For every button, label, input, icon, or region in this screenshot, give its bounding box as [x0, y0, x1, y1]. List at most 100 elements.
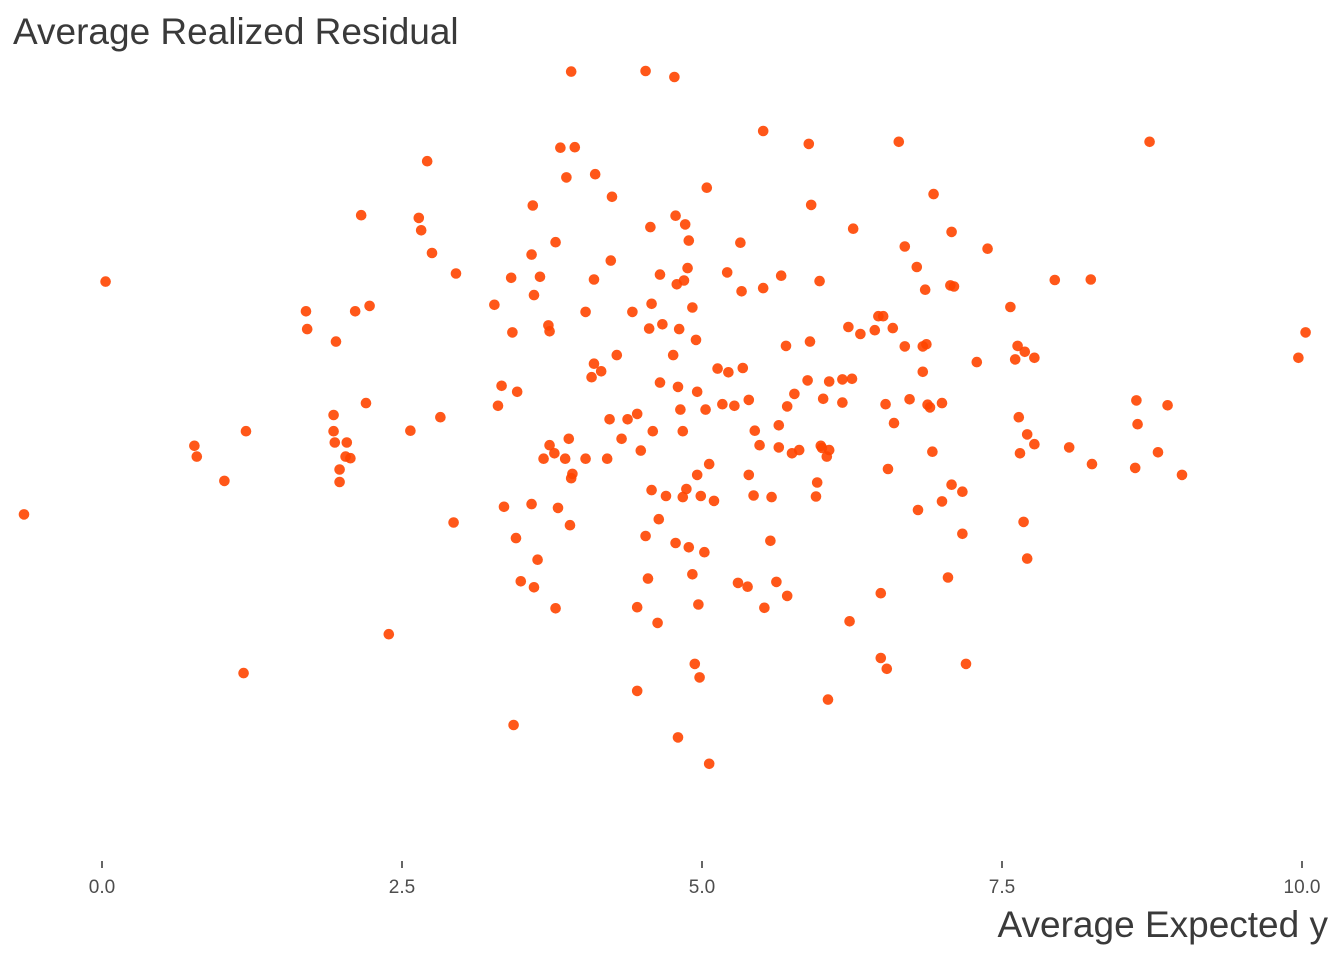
data-point [748, 490, 759, 501]
data-point [549, 448, 560, 459]
data-point [415, 225, 427, 236]
data-point [924, 402, 936, 413]
x-tick-label: 10.0 [1284, 877, 1321, 898]
data-point [811, 477, 823, 488]
data-point [563, 433, 575, 445]
data-point [742, 581, 753, 592]
data-point [550, 603, 561, 614]
data-point [682, 262, 693, 274]
data-point [631, 601, 643, 613]
data-point [1018, 516, 1029, 528]
data-point [691, 386, 703, 398]
data-point [448, 517, 459, 528]
data-point [699, 546, 710, 558]
data-point [1086, 458, 1098, 470]
data-point [654, 377, 666, 388]
data-point [936, 496, 948, 507]
data-point [580, 453, 591, 465]
data-point [971, 356, 983, 368]
data-point [899, 341, 911, 352]
data-point [1029, 438, 1040, 450]
data-point [672, 381, 684, 393]
data-point [334, 476, 345, 488]
data-point [757, 125, 769, 137]
data-point [919, 284, 931, 296]
data-point [881, 663, 893, 675]
data-point [946, 479, 957, 491]
chart-title: Average Realized Residual [13, 11, 459, 52]
data-point [586, 371, 597, 383]
data-point [527, 200, 539, 211]
data-point [703, 458, 715, 470]
data-point [1049, 274, 1061, 286]
data-point [732, 577, 744, 589]
data-point [672, 732, 684, 743]
data-point [789, 388, 800, 400]
data-point [982, 243, 993, 254]
data-point [526, 249, 537, 260]
data-point [675, 404, 686, 415]
data-point [773, 442, 785, 453]
data-point [673, 323, 685, 335]
data-point [690, 334, 702, 346]
data-point [765, 535, 776, 547]
data-point [505, 272, 517, 284]
data-point [679, 219, 691, 230]
data-point [640, 530, 651, 542]
x-tick-label: 2.5 [389, 877, 415, 898]
data-point [817, 393, 829, 405]
data-point [653, 513, 665, 525]
data-point [936, 397, 948, 409]
data-point [917, 341, 929, 352]
data-point [507, 327, 518, 338]
data-point [689, 658, 701, 670]
data-point [681, 483, 692, 495]
data-point [1132, 418, 1143, 430]
data-point [515, 576, 527, 587]
data-point [1131, 395, 1142, 406]
data-point [341, 437, 353, 448]
data-point [364, 300, 375, 312]
data-point [712, 363, 723, 374]
data-point [588, 358, 600, 370]
data-point [743, 469, 755, 481]
data-point [805, 199, 817, 211]
data-point [511, 386, 523, 398]
data-point [642, 573, 654, 584]
data-point [1144, 136, 1155, 148]
data-point [837, 397, 848, 408]
data-point [810, 491, 822, 502]
data-point [869, 324, 881, 336]
data-point [960, 658, 972, 670]
data-point [814, 275, 825, 287]
data-point [589, 168, 601, 180]
data-point [687, 302, 698, 313]
data-point [660, 490, 672, 502]
data-point [555, 142, 566, 153]
data-point [219, 475, 230, 487]
x-tick-label: 0.0 [89, 877, 115, 898]
x-axis-title: Average Expected y [998, 904, 1329, 945]
data-point [843, 321, 854, 333]
data-point [1063, 442, 1075, 453]
data-point [544, 439, 555, 451]
data-point [643, 323, 655, 334]
data-point [635, 445, 647, 456]
data-point [360, 397, 372, 409]
data-point [526, 498, 537, 510]
data-point [426, 247, 438, 259]
data-point [561, 172, 572, 183]
data-point [893, 136, 905, 148]
data-point [301, 323, 313, 335]
data-point [899, 241, 911, 252]
data-point [677, 425, 689, 437]
data-point [766, 491, 777, 503]
data-point [652, 617, 663, 629]
x-tick-label: 7.5 [989, 877, 1015, 898]
data-point [580, 306, 591, 318]
data-point [1085, 274, 1097, 285]
data-point [683, 542, 695, 553]
data-point [775, 270, 787, 282]
data-point [708, 495, 720, 507]
